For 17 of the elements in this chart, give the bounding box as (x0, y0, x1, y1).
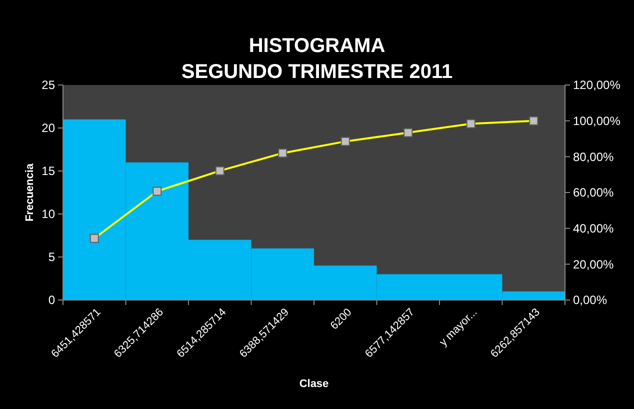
y-tick-label: 15 (42, 164, 56, 178)
y2-tick-label: 40,00% (573, 222, 614, 236)
y2-tick-label: 100,00% (573, 114, 621, 128)
y-axis-title: Frecuencia (24, 162, 36, 222)
y-tick-label: 0 (48, 293, 56, 308)
x-axis-title: Clase (299, 378, 329, 390)
y2-tick-label: 20,00% (573, 257, 614, 272)
chart-title: HISTOGRAMA (248, 35, 386, 57)
chart-subtitle: SEGUNDO TRIMESTRE 2011 (181, 61, 453, 83)
y2-tick-label: 60,00% (573, 186, 614, 200)
y2-tick-label: 0,00% (573, 293, 608, 308)
y-tick-label: 5 (48, 250, 56, 264)
y-tick-label: 10 (42, 207, 56, 222)
y2-tick-label: 80,00% (573, 150, 614, 164)
y2-tick-label: 120,00% (573, 78, 621, 92)
y-tick-label: 25 (42, 78, 56, 92)
y-tick-label: 20 (42, 121, 56, 136)
